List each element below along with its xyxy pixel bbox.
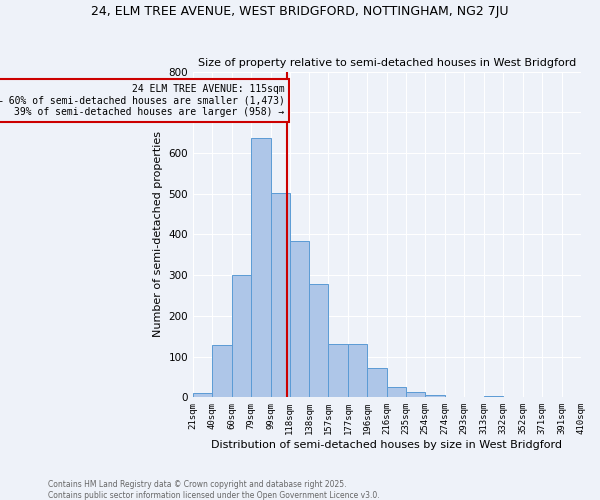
- Text: Contains HM Land Registry data © Crown copyright and database right 2025.
Contai: Contains HM Land Registry data © Crown c…: [48, 480, 380, 500]
- Bar: [367, 368, 387, 398]
- Bar: [425, 396, 445, 398]
- Text: 24, ELM TREE AVENUE, WEST BRIDGFORD, NOTTINGHAM, NG2 7JU: 24, ELM TREE AVENUE, WEST BRIDGFORD, NOT…: [91, 5, 509, 18]
- Bar: [328, 344, 349, 398]
- Text: 24 ELM TREE AVENUE: 115sqm
← 60% of semi-detached houses are smaller (1,473)
39%: 24 ELM TREE AVENUE: 115sqm ← 60% of semi…: [0, 84, 284, 117]
- Bar: [387, 387, 406, 398]
- Bar: [484, 396, 503, 398]
- Bar: [251, 138, 271, 398]
- Bar: [232, 275, 251, 398]
- Y-axis label: Number of semi-detached properties: Number of semi-detached properties: [153, 132, 163, 338]
- Bar: [193, 394, 212, 398]
- Bar: [212, 345, 232, 398]
- Bar: [310, 284, 328, 398]
- X-axis label: Distribution of semi-detached houses by size in West Bridgford: Distribution of semi-detached houses by …: [211, 440, 562, 450]
- Bar: [406, 392, 425, 398]
- Bar: [271, 192, 290, 398]
- Title: Size of property relative to semi-detached houses in West Bridgford: Size of property relative to semi-detach…: [197, 58, 576, 68]
- Bar: [290, 242, 310, 398]
- Bar: [349, 344, 367, 398]
